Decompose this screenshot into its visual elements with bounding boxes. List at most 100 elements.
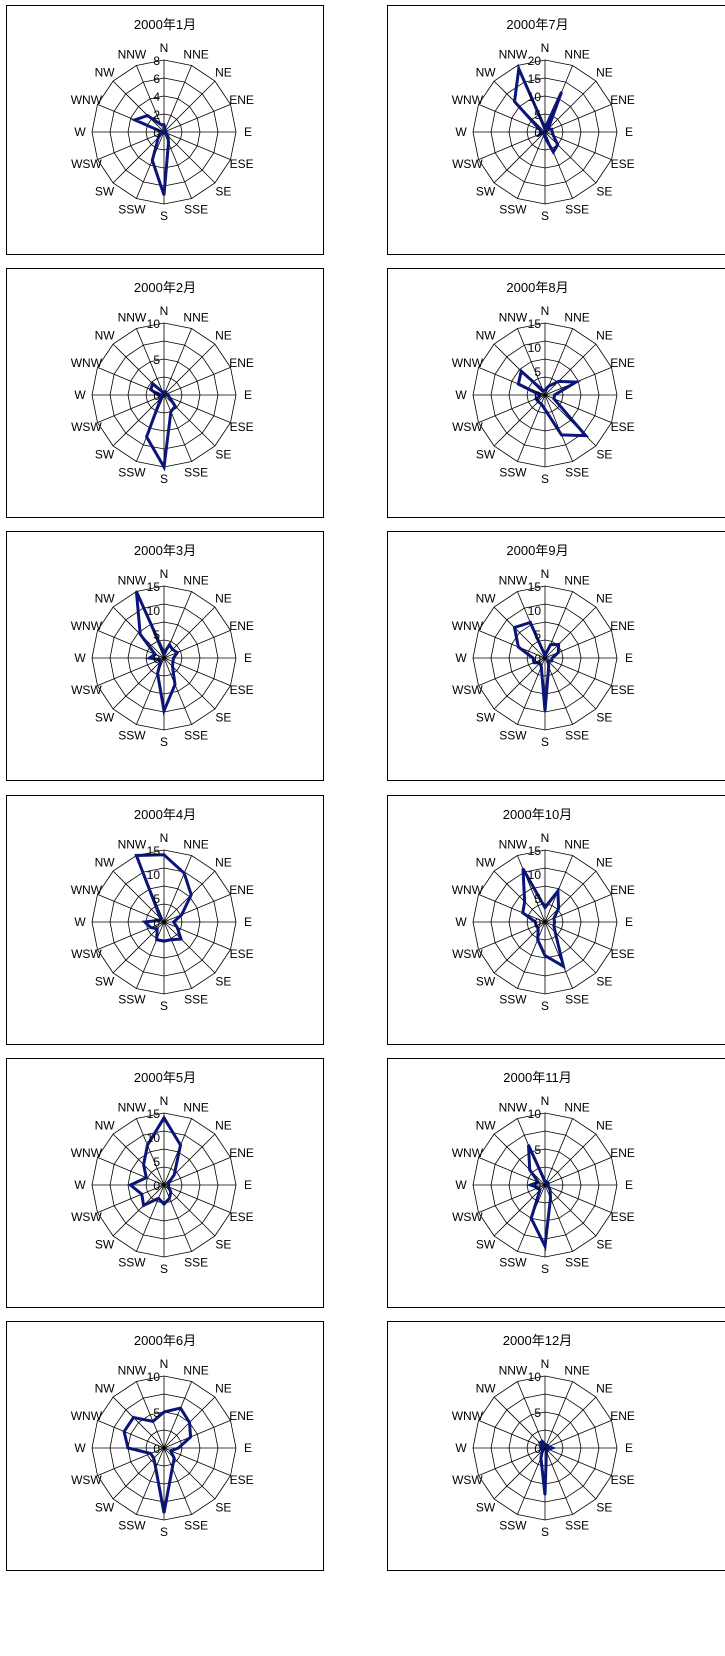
direction-label-nne: NNE: [183, 47, 208, 61]
grid-spoke: [544, 921, 573, 989]
data-point-se: [174, 405, 177, 408]
direction-label-n: N: [160, 831, 169, 845]
direction-label-wnw: WNW: [71, 93, 103, 107]
tick-label: 4: [153, 90, 160, 104]
data-point-wsw: [535, 397, 538, 400]
grid-spoke: [136, 131, 165, 199]
data-point-nw: [528, 1168, 531, 1171]
data-point-e: [551, 657, 554, 659]
direction-label-wsw: WSW: [452, 157, 483, 171]
direction-label-sw: SW: [476, 184, 496, 198]
data-point-sse: [549, 1197, 552, 1200]
grid-spoke: [493, 606, 546, 659]
grid-spoke: [97, 1184, 165, 1213]
chart-title: 2000年3月: [133, 543, 197, 558]
data-point-w: [539, 394, 542, 396]
direction-label-e: E: [244, 1441, 252, 1455]
tick-label: 15: [147, 1107, 161, 1121]
direction-label-e: E: [625, 125, 633, 139]
data-point-ssw: [155, 938, 158, 941]
data-point-ssw: [530, 1217, 533, 1220]
data-point-nnw: [541, 1440, 544, 1443]
grid-spoke: [136, 65, 165, 133]
data-point-wnw: [123, 1430, 126, 1433]
data-point-ssw: [154, 1467, 157, 1469]
data-point-ese: [552, 134, 555, 137]
data-point-e: [551, 131, 554, 133]
data-point-ese: [547, 1185, 550, 1188]
grid-spoke: [163, 131, 216, 184]
direction-label-w: W: [74, 125, 86, 139]
direction-label-ssw: SSW: [118, 1519, 146, 1533]
direction-label-s: S: [160, 472, 168, 486]
grid-spoke: [544, 80, 597, 133]
grid-spoke: [478, 394, 546, 423]
data-point-nne: [556, 890, 559, 892]
grid-spoke: [163, 921, 192, 989]
data-point-nne: [179, 1407, 182, 1410]
direction-label-ne: NE: [215, 592, 232, 606]
data-point-w: [127, 1447, 129, 1449]
direction-label-n: N: [541, 41, 550, 55]
data-point-nnw: [522, 867, 524, 870]
direction-label-e: E: [244, 915, 252, 929]
grid-spoke: [493, 870, 546, 923]
chart-title: 2000年6月: [133, 1333, 197, 1348]
direction-label-sw: SW: [476, 1237, 496, 1251]
direction-label-w: W: [74, 388, 86, 402]
direction-label-ene: ENE: [610, 1146, 635, 1160]
grid-spoke: [163, 894, 231, 923]
data-point-sw: [542, 132, 545, 135]
data-point-n: [163, 123, 165, 126]
data-point-n: [163, 1116, 165, 1119]
data-point-ene: [550, 128, 553, 131]
data-point-nw: [520, 370, 523, 373]
data-point-n: [544, 389, 546, 392]
grid-spoke: [544, 1184, 597, 1237]
tick-label: 10: [528, 90, 542, 104]
tick-label: 0: [534, 1442, 541, 1456]
direction-label-sw: SW: [476, 710, 496, 724]
direction-label-wsw: WSW: [71, 947, 102, 961]
grid-spoke: [112, 921, 165, 974]
data-point-wsw: [149, 926, 152, 929]
grid-spoke: [163, 65, 192, 133]
data-point-n: [544, 906, 546, 909]
direction-label-ne: NE: [596, 1119, 613, 1133]
data-point-ene: [547, 1445, 550, 1448]
data-point-nnw: [146, 1144, 149, 1147]
data-point-ssw: [540, 402, 543, 405]
chart-title: 2000年8月: [506, 280, 569, 295]
direction-label-e: E: [625, 915, 633, 929]
direction-label-sse: SSE: [565, 993, 589, 1007]
grid-spoke: [97, 894, 165, 923]
chart-title: 2000年2月: [133, 280, 197, 295]
direction-label-ene: ENE: [610, 356, 635, 370]
data-point-sse: [168, 1197, 171, 1200]
grid-spoke: [517, 394, 546, 462]
data-point-wnw: [542, 1446, 544, 1449]
data-point-nnw: [159, 123, 162, 126]
tick-label: 10: [528, 1107, 542, 1121]
tick-label: 5: [153, 628, 160, 642]
direction-label-wsw: WSW: [71, 1473, 102, 1487]
direction-label-nw: NW: [95, 856, 116, 870]
data-point-wnw: [517, 383, 520, 385]
grid-spoke: [163, 1420, 231, 1449]
chart-panel-dec: 2000年12月 0 5 10 N NNE NE ENE E ESE SE SSE S SSW SW WSW W…: [387, 1321, 725, 1571]
chart-title: 2000年7月: [506, 17, 569, 32]
grid-spoke: [163, 1184, 231, 1213]
chart-title: 2000年11月: [503, 1070, 572, 1085]
data-point-s: [544, 408, 546, 411]
direction-label-ene: ENE: [229, 1409, 254, 1423]
direction-label-wsw: WSW: [452, 420, 483, 434]
direction-label-nne: NNE: [564, 1100, 589, 1114]
grid-spoke: [136, 1118, 165, 1186]
direction-label-wnw: WNW: [71, 1409, 103, 1423]
direction-label-nne: NNE: [564, 1363, 589, 1377]
grid-spoke: [544, 657, 612, 686]
data-point-se: [169, 1190, 172, 1193]
direction-label-w: W: [455, 915, 467, 929]
